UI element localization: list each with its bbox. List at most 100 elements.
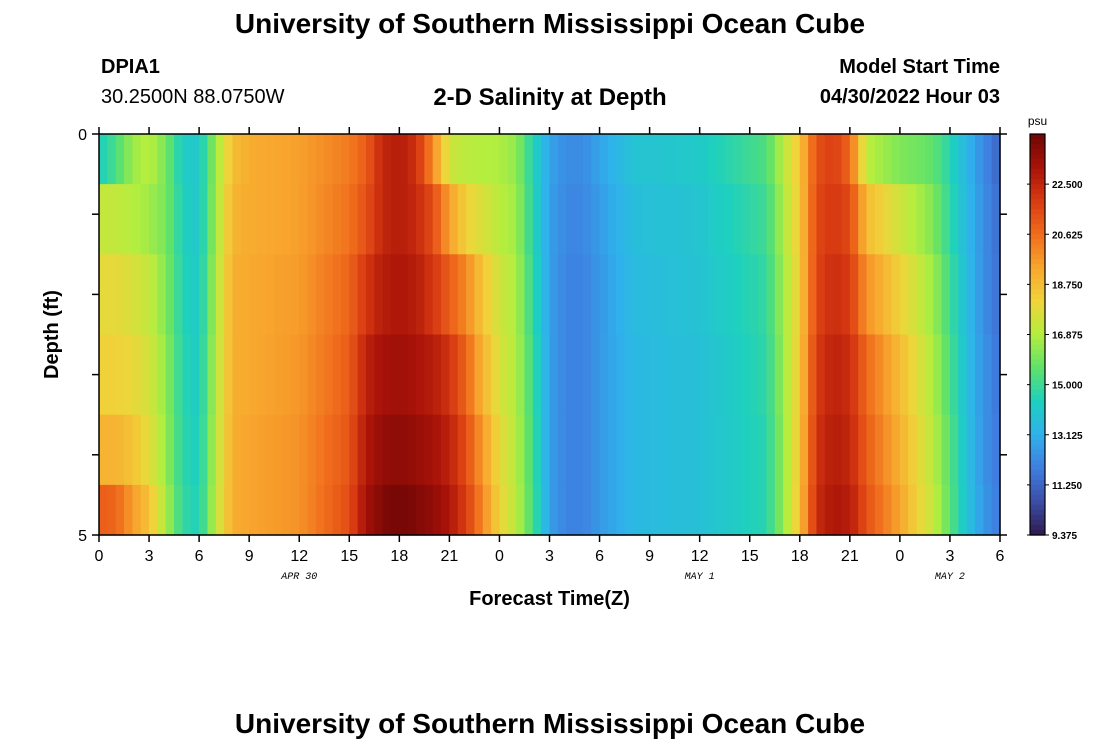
heatmap-cell <box>441 254 450 336</box>
colorbar-segment <box>1030 274 1045 280</box>
colorbar-tick-label: 15.000 <box>1052 381 1083 392</box>
heatmap-cell <box>716 254 726 336</box>
heatmap-cell <box>274 254 284 336</box>
heatmap-cell <box>499 414 509 486</box>
heatmap-cell <box>791 334 801 416</box>
heatmap-cell <box>491 254 501 336</box>
heatmap-cell <box>399 414 409 486</box>
heatmap-cell <box>257 134 267 185</box>
heatmap-cell <box>466 254 476 336</box>
heatmap-cell <box>749 334 759 416</box>
heatmap-cell <box>841 254 851 336</box>
heatmap-cell <box>190 134 200 185</box>
heatmap-cell <box>866 254 876 336</box>
heatmap-cell <box>691 184 701 255</box>
heatmap-cell <box>390 254 400 336</box>
colorbar-segment <box>1030 324 1045 331</box>
heatmap-cell <box>324 254 334 336</box>
heatmap-cell <box>466 484 476 536</box>
heatmap-cell <box>257 484 267 536</box>
heatmap-cell <box>908 134 918 185</box>
x-tick-label: 9 <box>245 548 254 565</box>
heatmap-cell <box>482 334 492 416</box>
x-tick-label: 3 <box>145 548 154 565</box>
colorbar-segment <box>1030 484 1045 491</box>
heatmap-cell <box>407 484 417 536</box>
heatmap-cell <box>791 484 801 536</box>
heatmap-cell <box>949 334 959 416</box>
heatmap-cell <box>557 254 567 336</box>
heatmap-cell <box>674 484 684 536</box>
heatmap-cell <box>941 484 951 536</box>
heatmap-cell <box>908 254 918 336</box>
colorbar-segment <box>1030 329 1045 336</box>
heatmap-cell <box>332 184 342 255</box>
heatmap-cell <box>357 414 367 486</box>
heatmap-cell <box>808 134 818 185</box>
heatmap-cell <box>357 134 367 185</box>
heatmap-cell <box>307 184 317 255</box>
heatmap-cell <box>174 184 184 255</box>
heatmap-cell <box>140 484 150 536</box>
station-coordinates: 30.2500N 88.0750W <box>101 86 285 108</box>
heatmap-cell <box>249 484 259 536</box>
heatmap-cell <box>382 414 392 486</box>
colorbar-segment <box>1030 214 1045 220</box>
heatmap-cell <box>349 254 359 336</box>
heatmap-cell <box>282 334 292 416</box>
heatmap-cell <box>482 134 492 185</box>
heatmap-cell <box>582 184 592 255</box>
heatmap-cell <box>424 334 434 416</box>
heatmap-cell <box>432 184 442 255</box>
heatmap-cell <box>699 254 709 336</box>
heatmap-cell <box>616 334 626 416</box>
heatmap-cell <box>774 134 784 185</box>
heatmap-cell <box>657 414 667 486</box>
heatmap-cell <box>149 414 158 486</box>
colorbar-segment <box>1030 134 1045 140</box>
heatmap-cell <box>624 254 634 336</box>
x-tick-label: 0 <box>895 548 904 565</box>
heatmap-cell <box>883 184 893 255</box>
heatmap-cell <box>833 184 843 255</box>
heatmap-cell <box>107 414 117 486</box>
colorbar-segment <box>1030 434 1045 441</box>
heatmap-cell <box>232 134 242 185</box>
colorbar-segment <box>1030 239 1045 245</box>
heatmap-cell <box>783 484 793 536</box>
heatmap-cell <box>207 184 217 255</box>
heatmap-cell <box>816 414 826 486</box>
heatmap-cell <box>374 134 384 185</box>
heatmap-cell <box>224 484 234 536</box>
heatmap-cell <box>399 134 409 185</box>
heatmap-cell <box>165 184 175 255</box>
heatmap-cell <box>199 254 209 336</box>
heatmap-cell <box>232 414 242 486</box>
heatmap-cell <box>315 334 325 416</box>
heatmap-cell <box>457 184 467 255</box>
heatmap-cell <box>115 414 125 486</box>
heatmap-cell <box>265 254 275 336</box>
heatmap-cell <box>290 184 300 255</box>
colorbar-segment <box>1030 139 1045 145</box>
date-label: APR 30 <box>280 572 317 583</box>
colorbar-segment <box>1030 524 1045 531</box>
heatmap-cell <box>524 334 534 416</box>
heatmap-cell <box>991 414 1001 486</box>
heatmap-cell <box>883 254 893 336</box>
heatmap-cell <box>340 254 350 336</box>
heatmap-cell <box>824 334 834 416</box>
heatmap-cell <box>290 254 300 336</box>
heatmap-cell <box>841 134 851 185</box>
heatmap-cell <box>766 184 776 255</box>
heatmap-cell <box>966 254 976 336</box>
colorbar-segment <box>1030 219 1045 225</box>
heatmap-cell <box>799 254 809 336</box>
colorbar-segment <box>1030 379 1045 386</box>
heatmap-cell <box>474 484 484 536</box>
heatmap-cell <box>641 254 651 336</box>
colorbar-segment <box>1030 489 1045 496</box>
heatmap-cell <box>524 184 534 255</box>
model-start-label: Model Start Time <box>839 56 1000 78</box>
heatmap-cell <box>132 184 142 255</box>
